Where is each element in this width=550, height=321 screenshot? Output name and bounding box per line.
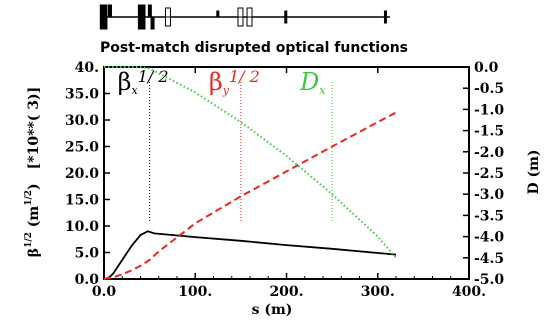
legend-sub: x xyxy=(132,84,139,97)
y-right-tick-label: -4.0 xyxy=(474,230,504,246)
y-left-tick-label: 0.0 xyxy=(75,272,100,288)
legend-entry-1: βy1/ 2 xyxy=(209,67,260,97)
x-tick-label: 0.0 xyxy=(92,284,117,300)
legend-base: D xyxy=(299,68,319,96)
y-right-tick-label: -1.0 xyxy=(474,102,504,118)
ylabel-sup2: 1/2 xyxy=(24,190,34,206)
y-right-tick-label: -2.5 xyxy=(474,166,504,182)
lattice-schematic xyxy=(99,4,390,30)
lattice-element-box xyxy=(237,16,244,27)
y-right-tick-label: -3.0 xyxy=(474,187,504,203)
lattice-element-bend xyxy=(99,4,104,18)
y-left-tick-label: 10.0 xyxy=(65,219,99,235)
lattice-element-quad xyxy=(383,16,387,24)
y-left-tick-label: 35.0 xyxy=(65,87,99,103)
legend-base: β xyxy=(209,68,223,96)
legend-entry-0: βx1/ 2 xyxy=(118,67,169,97)
y-right-tick-label: -3.5 xyxy=(474,208,504,224)
legend-sub: x xyxy=(319,84,326,97)
lattice-element-bend xyxy=(107,4,112,18)
y-left-tick-label: 20.0 xyxy=(65,166,99,182)
legend: βx1/ 2 βy1/ 2 Dx xyxy=(118,67,333,221)
y-left-tick-label: 5.0 xyxy=(75,246,100,262)
y-right-tick-label: -2.0 xyxy=(474,145,504,161)
y-left-tick-label: 30.0 xyxy=(65,113,99,129)
lattice-element-bend xyxy=(141,4,146,18)
series-line-2 xyxy=(104,66,397,259)
lattice-element-quad xyxy=(284,16,288,24)
lattice-element-bend xyxy=(147,4,152,18)
left-axis-label: β1/2 (m1/2)[*10**( 3)] xyxy=(24,87,42,257)
lattice-element-bend xyxy=(150,16,155,30)
lattice-element-quad xyxy=(383,10,387,18)
lattice-element-bend xyxy=(99,16,104,30)
y-right-tick-label: -4.5 xyxy=(474,251,504,267)
y-right-tick-label: 0.0 xyxy=(474,60,499,76)
ylabel-scale: [*10**( 3)] xyxy=(26,87,42,170)
lattice-element-box xyxy=(164,7,171,18)
legend-entry-2: Dx xyxy=(299,68,326,97)
lattice-element-bend xyxy=(103,16,108,30)
series-lines xyxy=(103,66,397,280)
series-line-1 xyxy=(103,111,397,280)
y-right-tick-label: -5.0 xyxy=(474,272,504,288)
series-line-0 xyxy=(103,230,397,280)
y-right-tick-label: -1.5 xyxy=(474,124,504,140)
lattice-element-quad xyxy=(216,10,220,18)
legend-sup: 1/ 2 xyxy=(138,67,169,86)
lattice-element-bend xyxy=(103,4,108,18)
y-left-tick-label: 25.0 xyxy=(65,140,99,156)
plot-frame xyxy=(103,66,470,280)
axis-ticks: 0.0 100. 200. 300. 400. 0.0 5.0 10.0 15.0 20.0 25.… xyxy=(65,60,505,300)
right-axis-label: D (m) xyxy=(526,149,542,194)
lattice-element-box xyxy=(164,16,171,27)
x-tick-label: 300. xyxy=(361,284,395,300)
ylabel-end: ) xyxy=(26,183,42,190)
legend-sub: y xyxy=(222,84,230,97)
x-tick-label: 400. xyxy=(452,284,486,300)
lattice-element-box xyxy=(237,7,244,18)
chart-title: Post-match disrupted optical functions xyxy=(100,40,408,56)
ylabel-sup1: 1/2 xyxy=(24,232,34,248)
x-axis-label: s (m) xyxy=(252,302,293,318)
legend-sup: 1/ 2 xyxy=(229,67,260,86)
x-tick-label: 100. xyxy=(178,284,212,300)
lattice-element-bend xyxy=(137,4,142,18)
x-tick-label: 200. xyxy=(269,284,303,300)
ylabel-base: β xyxy=(26,248,42,257)
y-left-tick-label: 40. xyxy=(75,60,99,76)
svg-text:D (m): D (m) xyxy=(526,149,542,194)
legend-base: β xyxy=(118,68,132,96)
y-left-tick-label: 15.0 xyxy=(65,193,99,209)
y-right-tick-label: -0.5 xyxy=(474,81,504,97)
lattice-element-box xyxy=(246,7,253,18)
svg-text:β1/2 (m1/2)[*10**( 3)]: β1/2 (m1/2)[*10**( 3)] xyxy=(24,87,42,257)
lattice-element-quad xyxy=(284,10,288,18)
lattice-element-bend xyxy=(137,16,142,30)
plot-area: 0.0 100. 200. 300. 400. 0.0 5.0 10.0 15.0 20.0 25.… xyxy=(65,60,505,300)
ylabel-mid: (m xyxy=(26,206,42,232)
lattice-element-bend xyxy=(141,16,146,30)
lattice-element-box xyxy=(246,16,253,27)
